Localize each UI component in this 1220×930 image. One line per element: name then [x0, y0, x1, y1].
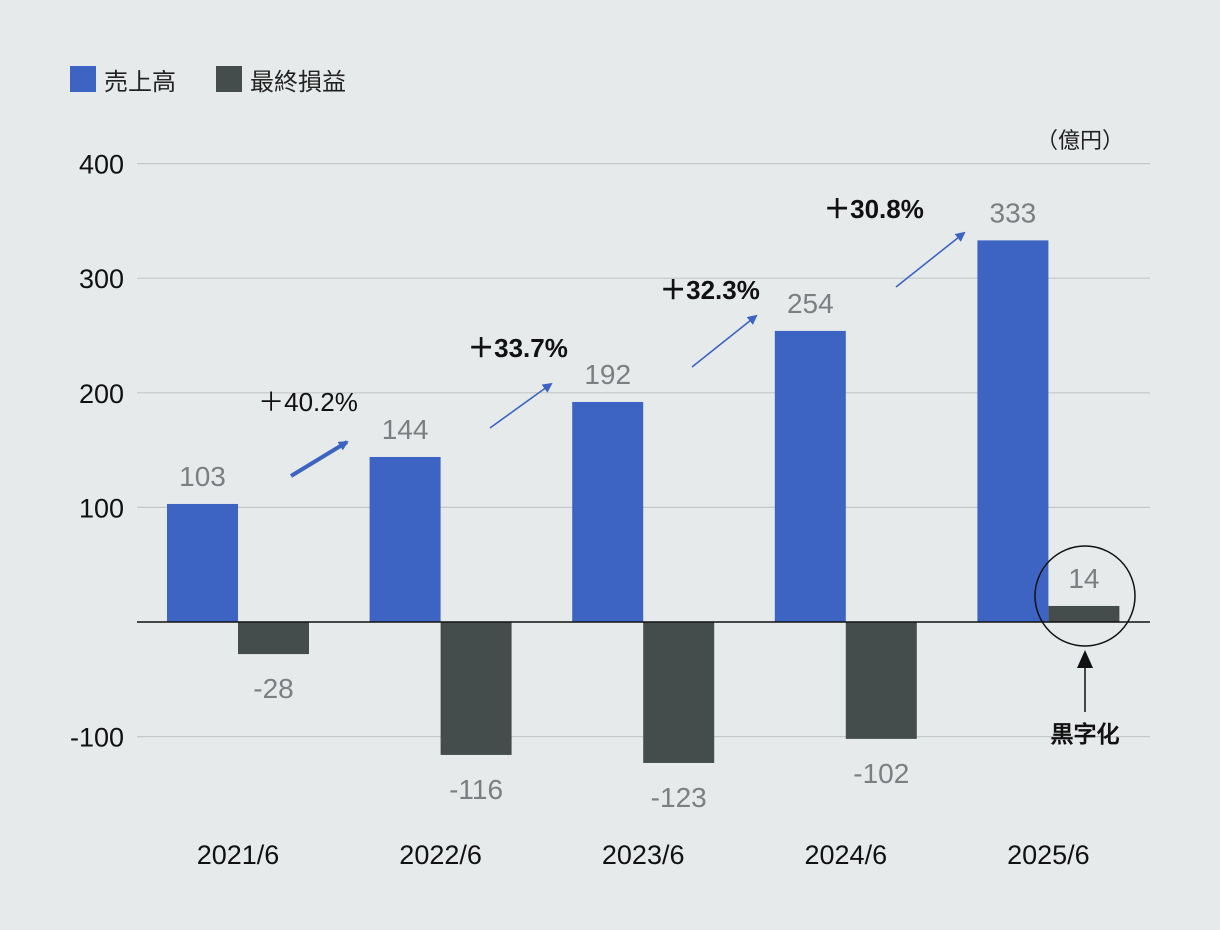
revenue-value-label: 103	[179, 461, 226, 492]
x-tick-label: 2024/6	[805, 840, 888, 870]
growth-label: ＋32.3%	[660, 275, 760, 305]
y-tick-label: 200	[79, 379, 124, 409]
y-tick-label: -100	[70, 723, 124, 753]
y-axis-ticks: 400 300 200 100 -100	[70, 150, 124, 753]
y-tick-label: 100	[79, 493, 124, 523]
x-tick-label: 2025/6	[1007, 840, 1090, 870]
net-income-value-label: 14	[1068, 563, 1099, 594]
net-income-bar	[1048, 605, 1120, 622]
revenue-value-label: 333	[990, 197, 1037, 228]
revenue-value-label: 144	[382, 414, 429, 445]
net-income-bar	[845, 622, 917, 739]
x-tick-label: 2021/6	[197, 840, 280, 870]
net-income-bar	[238, 622, 309, 655]
growth-label: ＋33.7%	[468, 333, 568, 363]
net-income-value-label: -28	[253, 673, 293, 704]
growth-arrow	[691, 314, 758, 368]
x-tick-label: 2022/6	[399, 840, 482, 870]
growth-arrow	[895, 231, 966, 288]
y-tick-label: 400	[79, 150, 124, 180]
revenue-bar	[774, 330, 846, 622]
net-income-value-label: -116	[449, 774, 503, 805]
growth-annotations: ＋40.2% ＋33.7% ＋32.3% ＋30.8%	[258, 194, 966, 478]
net-income-bar	[440, 622, 512, 755]
bars	[167, 240, 1120, 763]
value-labels: 103 -28 144 -116 192 -123 254 -102 333 14	[179, 197, 1099, 813]
x-axis-ticks: 2021/6 2022/6 2023/6 2024/6 2025/6	[197, 840, 1090, 870]
net-income-bar	[643, 622, 715, 763]
turnaround-label: 黒字化	[1051, 721, 1120, 748]
revenue-bar	[167, 503, 238, 622]
growth-arrow	[289, 440, 349, 478]
x-tick-label: 2023/6	[602, 840, 685, 870]
growth-label: ＋40.2%	[258, 387, 358, 417]
legend-label-revenue: 売上高	[104, 68, 176, 96]
turnaround-annotation: 黒字化	[1034, 545, 1136, 748]
revenue-bar	[572, 401, 644, 622]
y-tick-label: 300	[79, 264, 124, 294]
revenue-value-label: 254	[787, 288, 834, 319]
net-income-value-label: -102	[853, 758, 909, 789]
legend: 売上高 最終損益	[70, 66, 346, 96]
highlight-circle	[1034, 545, 1136, 647]
growth-label: ＋30.8%	[824, 194, 924, 224]
legend-swatch-revenue	[70, 66, 96, 92]
unit-label: （億円）	[1036, 129, 1124, 154]
revenue-bar	[369, 456, 441, 622]
up-arrow-head	[1077, 650, 1093, 668]
growth-arrow	[489, 382, 553, 429]
legend-swatch-net-income	[216, 66, 242, 92]
revenue-value-label: 192	[584, 359, 631, 390]
net-income-value-label: -123	[651, 782, 707, 813]
legend-label-net-income: 最終損益	[250, 68, 346, 96]
revenue-bar	[977, 240, 1049, 622]
